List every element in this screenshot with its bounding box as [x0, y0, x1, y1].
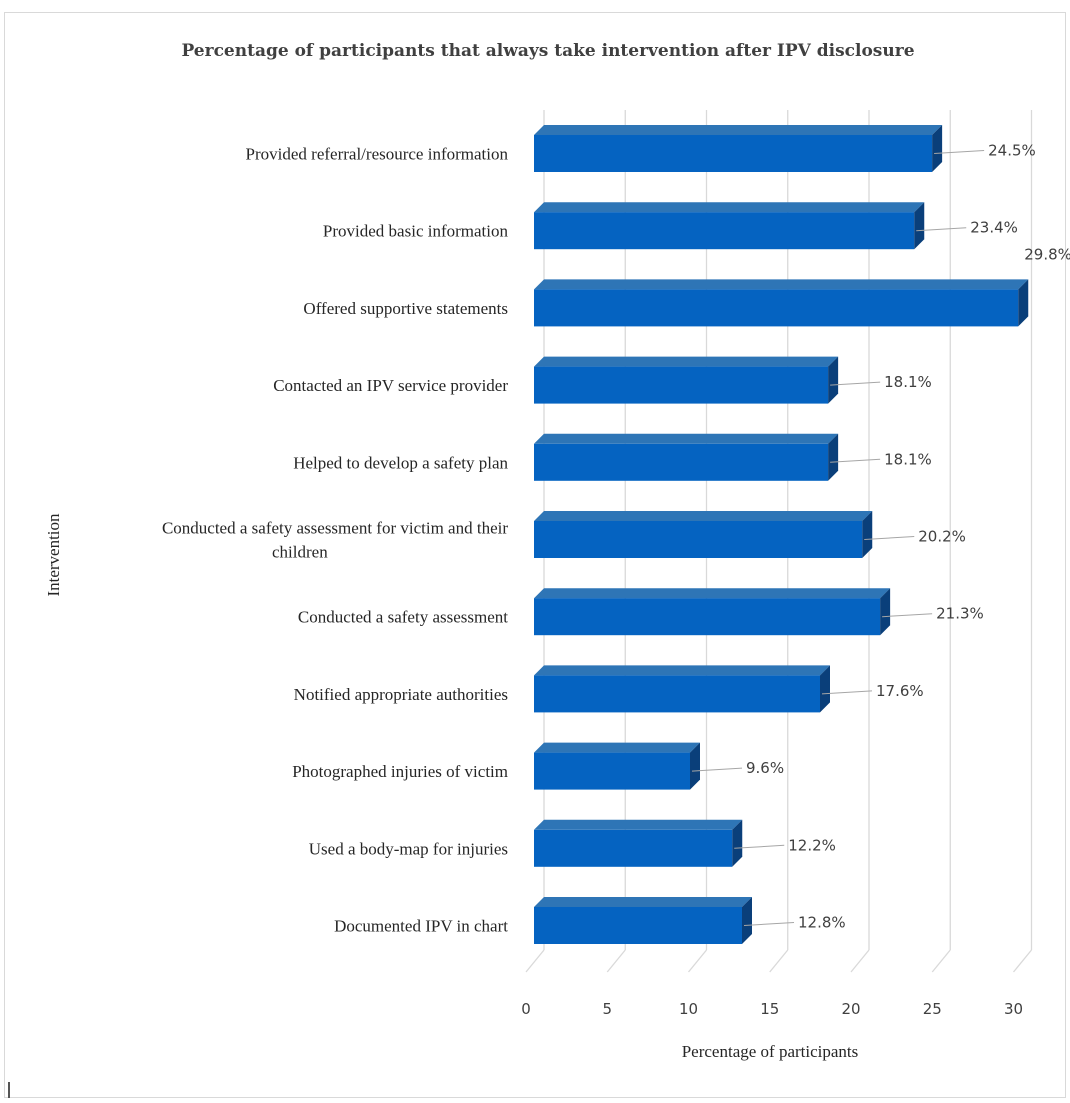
category-label: Provided basic information [323, 222, 509, 241]
category-label: Conducted a safety assessment [298, 608, 508, 627]
y-axis-title: Intervention [44, 513, 63, 597]
x-tick-label: 15 [760, 1000, 779, 1018]
category-label: Conducted a safety assessment for victim… [162, 519, 508, 538]
bar-side-face [732, 819, 743, 867]
bar [534, 907, 742, 944]
category-label: Offered supportive statements [303, 299, 508, 318]
data-label: 12.2% [788, 836, 836, 854]
floor-line [850, 949, 870, 973]
bar-side-face [862, 511, 873, 558]
x-tick-label: 5 [602, 1000, 612, 1018]
leader-line [916, 227, 967, 232]
bar [534, 675, 820, 713]
category-label: Notified appropriate authorities [294, 685, 508, 704]
category-label: Helped to develop a safety plan [293, 453, 508, 472]
bar [534, 598, 881, 636]
bar [534, 752, 690, 790]
data-label: 9.6% [746, 759, 784, 777]
bar-side-face [914, 202, 925, 250]
bar [534, 289, 1019, 327]
data-label: 21.3% [936, 605, 984, 623]
floor-line [687, 949, 708, 973]
chart-title: Percentage of participants that always t… [181, 41, 914, 61]
category-label: children [272, 543, 328, 562]
bars [534, 125, 1029, 944]
x-tick-label: 30 [1004, 1000, 1023, 1018]
leader-line [882, 613, 933, 618]
data-label: 24.5% [988, 142, 1036, 160]
bar [534, 212, 915, 250]
category-label: Provided referral/resource information [246, 145, 509, 164]
data-label: 17.6% [876, 682, 924, 700]
category-label: Documented IPV in chart [334, 917, 508, 936]
leader-line [830, 458, 881, 463]
bar-top-face [534, 511, 873, 521]
category-labels: Provided referral/resource information Pr… [162, 145, 509, 936]
bar-top-face [534, 742, 700, 753]
bar [534, 366, 829, 404]
bar [534, 135, 933, 172]
chart-border [4, 12, 1066, 1098]
bar-side-face [742, 897, 752, 944]
data-label: 23.4% [970, 219, 1018, 237]
bar-top-face [534, 588, 891, 599]
data-label: 12.8% [798, 914, 846, 932]
bar-top-face [534, 279, 1029, 290]
leader-line [864, 536, 915, 540]
bar-top-face [534, 819, 743, 830]
category-label: Used a body-map for injuries [309, 839, 508, 858]
bar-side-face [1018, 279, 1029, 327]
leader-line [830, 381, 881, 386]
bar [534, 829, 733, 867]
floor-line [931, 949, 951, 973]
bar-top-face [534, 665, 830, 676]
floor-line [606, 949, 626, 973]
bar-top-face [534, 356, 839, 367]
bar-side-face [828, 356, 839, 404]
bar-side-face [880, 588, 891, 636]
x-tick-label: 20 [841, 1000, 860, 1018]
category-label: Contacted an IPV service provider [273, 376, 508, 395]
data-label: 29.8% [1024, 245, 1070, 263]
leader-line [734, 844, 785, 849]
bar-top-face [534, 897, 752, 907]
floor-line [1012, 949, 1033, 973]
bar-side-face [828, 433, 839, 481]
data-label: 20.2% [918, 528, 966, 546]
data-labels: 24.5% 23.4% 29.8% 18.1% 18.1% 20.2% 21.3% 17.6%… [691, 142, 1070, 932]
x-tick-label: 0 [521, 1000, 531, 1018]
x-tick-label: 10 [679, 1000, 698, 1018]
bar-side-face [932, 125, 943, 172]
floor-line [525, 949, 545, 973]
floor-line [769, 949, 789, 973]
leader-line [743, 922, 795, 926]
bar-top-face [534, 125, 943, 135]
leader-line [691, 767, 743, 772]
x-tick-label: 25 [923, 1000, 942, 1018]
leader-line [934, 150, 985, 154]
leader-line [821, 690, 873, 695]
bar-side-face [820, 665, 830, 713]
crop-mark [8, 1082, 10, 1098]
data-label: 18.1% [884, 373, 932, 391]
category-label: Photographed injuries of victim [292, 762, 508, 781]
x-axis-title: Percentage of participants [682, 1042, 859, 1061]
bar-top-face [534, 433, 839, 444]
x-tick-labels: 0 5 10 15 20 25 30 [521, 1000, 1023, 1018]
bar-side-face [690, 742, 700, 790]
bar-top-face [534, 202, 925, 213]
bar [534, 521, 863, 558]
data-label: 18.1% [884, 450, 932, 468]
bar [534, 443, 829, 481]
